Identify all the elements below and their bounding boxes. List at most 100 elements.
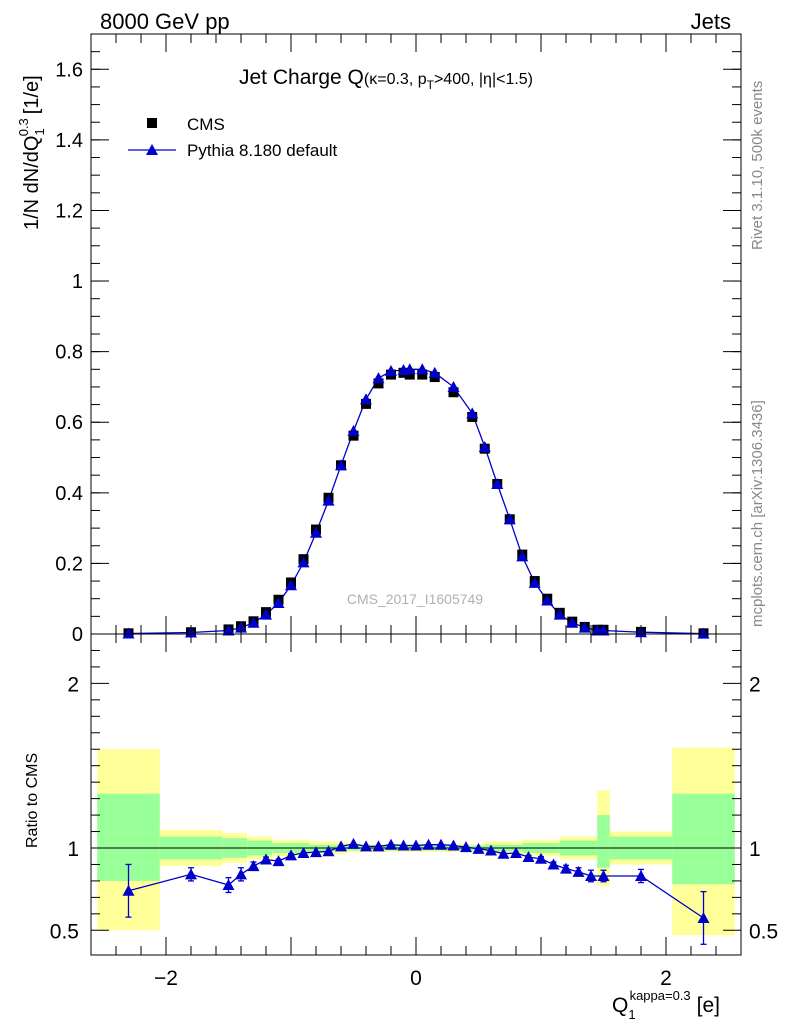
ratio-data-point: [310, 846, 322, 858]
watermark: CMS_2017_I1605749: [347, 591, 483, 607]
header-right: Jets: [691, 9, 731, 34]
pythia-data-point: [428, 366, 441, 378]
xlabel-unit: [e]: [697, 994, 720, 1017]
pythia-data-point: [697, 627, 710, 639]
pythia-data-point: [447, 380, 460, 392]
legend: CMS Pythia 8.180 default: [128, 115, 338, 160]
main-ytick-label: 0: [72, 624, 83, 646]
pythia-data-point: [516, 550, 529, 562]
pythia-data-point: [491, 478, 504, 489]
ratio-data-point: [635, 869, 647, 881]
ratio-data-point: [560, 862, 572, 874]
ratio-data-point: [585, 869, 597, 881]
legend-marker-cms: [147, 118, 157, 128]
main-ytick-label: 0.2: [55, 553, 83, 575]
pythia-data-point: [247, 616, 260, 628]
main-ytick-label: 1: [72, 271, 83, 293]
legend-label-pythia: Pythia 8.180 default: [187, 141, 338, 160]
pythia-data-point: [122, 627, 135, 639]
ratio-xtick-label: 2: [660, 967, 672, 990]
ratio-data-point: [372, 840, 385, 852]
side-label-top: Rivet 3.1.10, 500k events: [749, 81, 766, 250]
ratio-ytick-label-left: 2: [67, 673, 79, 696]
ratio-ytick-label-right: 2: [749, 673, 761, 696]
ratio-data-point: [597, 869, 610, 881]
ratio-data-point: [510, 846, 522, 858]
ratio-data-point: [572, 865, 585, 877]
ratio-data-point: [247, 860, 260, 872]
main-ytick-label: 0.4: [55, 483, 83, 505]
pythia-data-point: [466, 407, 479, 419]
pythia-data-point: [478, 440, 491, 452]
ratio-data-point: [360, 840, 372, 852]
pythia-data-point: [297, 556, 310, 568]
legend-label-cms: CMS: [187, 115, 225, 134]
ratio-xtick-label: 0: [410, 967, 422, 990]
cms-data-point: [448, 387, 459, 398]
pythia-data-point: [385, 365, 397, 377]
main-title: Jet Charge Q(κ=0.3, pT>400, |η|<1.5): [239, 66, 533, 92]
pythia-data-point: [528, 576, 541, 588]
pythia-data-point: [416, 363, 429, 375]
ratio-ytick-label-left: 1: [67, 838, 79, 861]
header-left: 8000 GeV pp: [100, 9, 230, 34]
pythia-data-point: [403, 363, 416, 375]
pythia-data-point: [310, 526, 322, 538]
main-panel: 0 0.2 0.4 0.6 0.8 1 1.2 1.4 1.6 Jet Charge Q(κ=0…: [16, 33, 742, 646]
ratio-data-point: [322, 845, 335, 857]
ratio-data-point: [535, 852, 547, 864]
ratio-data-point: [347, 837, 360, 849]
ratio-data-point: [260, 853, 272, 865]
ratio-x-axis-label: Q1 kappa=0.3 [e]: [612, 988, 720, 1022]
pythia-data-point: [553, 608, 566, 620]
ratio-data-point: [422, 838, 435, 850]
main-ytick-label: 1.2: [55, 200, 83, 222]
ratio-data-point: [285, 849, 297, 861]
ratio-data-point: [697, 911, 710, 923]
ratio-xtick-label: −2: [154, 967, 178, 990]
pythia-data-point: [260, 608, 272, 620]
cms-data-point: [373, 378, 384, 389]
ratio-ytick-label-right: 1: [749, 838, 761, 861]
ratio-data-point: [385, 838, 397, 850]
main-title-sub-rest: >400, |η|<1.5): [434, 71, 533, 88]
xlabel-text: Q: [612, 994, 628, 1017]
pythia-data-point: [503, 513, 516, 525]
ratio-band-inner: [672, 793, 735, 885]
main-ytick-label: 1.4: [55, 130, 83, 152]
pythia-data-point: [222, 624, 235, 636]
pythia-data-point: [272, 596, 285, 608]
ratio-data-point: [547, 858, 560, 870]
ratio-data-point: [122, 884, 135, 896]
xlabel-sub: 1: [628, 1007, 635, 1022]
ratio-frame: [90, 633, 742, 956]
main-ylabel-text: 1/N dN/dQ: [21, 136, 43, 230]
main-title-sub: (κ=0.3, p: [364, 71, 427, 88]
ratio-panel: 0.5 0.51 12 2−2 0 2 Ratio to CMS Q1kappa=0.3[…: [24, 633, 778, 1022]
pythia-data-point: [335, 459, 347, 471]
ratio-data-point: [472, 842, 485, 854]
pythia-data-point: [347, 425, 360, 437]
main-ytick-label: 0.6: [55, 412, 83, 434]
main-ylabel-unit: [1/e]: [21, 75, 43, 114]
main-ytick-label: 0.8: [55, 342, 83, 364]
ratio-data-point: [410, 839, 422, 851]
ratio-data-point: [447, 839, 460, 851]
ratio-ytick-label-left: 0.5: [50, 920, 79, 943]
pythia-data-point: [372, 372, 385, 384]
main-ylabel-sup: 0.3: [16, 118, 31, 136]
main-title-text: Jet Charge Q: [239, 66, 364, 89]
pythia-data-point: [541, 594, 554, 606]
pythia-data-point: [360, 393, 372, 405]
ratio-data-point: [235, 868, 247, 880]
ratio-ytick-label-right: 0.5: [749, 920, 778, 943]
main-title-sub-index: T: [427, 78, 435, 92]
main-ylabel-sub: 1: [32, 128, 47, 135]
ratio-data-point: [522, 851, 535, 863]
legend-marker-pythia: [146, 144, 158, 155]
pythia-data-point: [285, 579, 297, 591]
main-y-axis-label: 1/N dN/dQ10.3 [1/e]: [16, 75, 47, 230]
pythia-data-point: [566, 616, 579, 628]
ratio-band-inner: [597, 815, 610, 868]
